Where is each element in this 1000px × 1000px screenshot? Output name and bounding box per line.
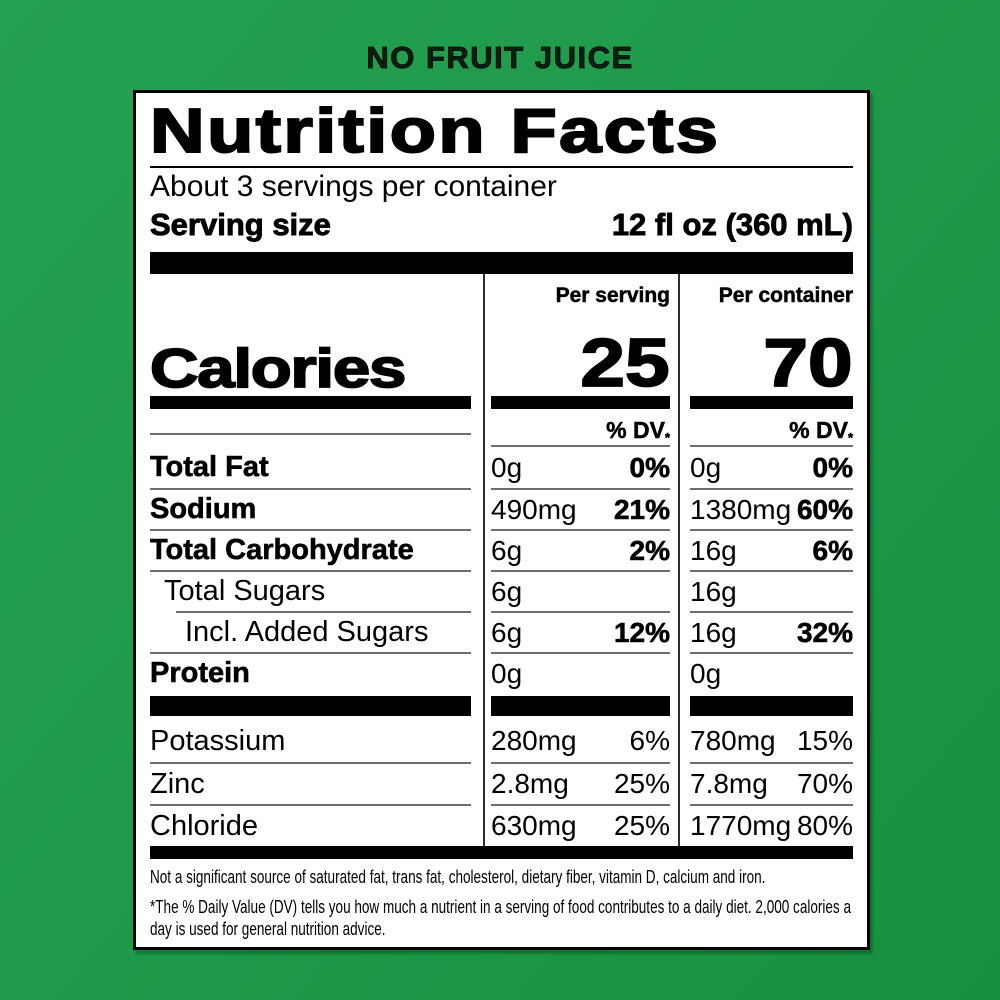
dv-header-spacer [150,410,471,435]
daily-value: 21% [613,493,671,525]
amount: 0g [690,657,722,689]
vertical-divider-serving [483,274,485,846]
row-sodium: Sodium 490mg 21% 1380mg 60% [150,488,853,529]
row-total-fat: Total Fat 0g 0% 0g 0% [150,451,854,484]
nutrition-facts-label: Nutrition Facts About 3 servings per con… [133,90,870,950]
row-added-sugars: Incl. Added Sugars 6g 12% 16g 32% [150,611,853,652]
nutrition-table: Per serving Per container Calories 25 70… [149,274,854,846]
vertical-divider-container [678,274,680,846]
calories-label: Calories [149,336,407,399]
amount: 7.8mg [690,768,768,799]
daily-value: 6% [629,725,670,756]
minerals-divider-row [150,693,853,720]
amount: 630mg [491,810,577,841]
amount: 6g [491,534,523,566]
amount: 6g [491,616,523,648]
minerals-divider-serving [491,696,670,716]
amount: 2.8mg [491,768,569,799]
row-chloride: Chloride 630mg 25% 1770mg 80% [150,804,853,846]
daily-value: 60% [796,493,854,525]
amount: 16g [690,575,737,607]
dv-header-serving: % DV * [491,410,670,447]
header-divider-bar [150,252,853,274]
serving-size-label: Serving size [150,207,332,243]
daily-value: 70% [796,768,853,799]
dv-header-container: % DV * [690,410,853,447]
daily-value: 15% [796,725,853,756]
daily-value: 0% [812,451,853,483]
daily-value: 12% [613,616,671,648]
amount: 1380mg [690,493,792,525]
daily-value-header-row: % DV * % DV * [150,410,853,447]
amount: 0g [690,451,722,483]
calories-per-serving-value: 25 [580,324,671,401]
dv-asterisk: * [847,430,854,445]
daily-value: 32% [796,616,854,648]
amount: 6g [491,575,523,607]
calories-underline-serving [491,396,670,409]
footnote-daily-value: *The % Daily Value (DV) tells you how mu… [150,896,851,940]
daily-value: 2% [629,534,670,566]
column-header-row: Per serving Per container [150,274,853,310]
minerals-divider-container [690,696,853,716]
amount: 0g [491,451,523,483]
serving-size-value: 12 fl oz (360 mL) [611,207,853,243]
calories-underline-left [150,396,471,409]
banner-title: NO FRUIT JUICE [366,40,634,76]
row-protein: Protein 0g 0g [150,652,853,693]
daily-value: 25% [613,810,670,841]
row-zinc: Zinc 2.8mg 25% 7.8mg 70% [150,762,853,804]
minerals-divider-left [150,696,471,716]
daily-value: 0% [629,451,670,483]
nutrition-facts-title: Nutrition Facts [149,97,721,166]
calories-underline-row [150,394,853,410]
column-header-spacer [150,274,471,310]
row-total-sugars: Total Sugars 6g 16g [150,570,853,611]
amount: 490mg [491,493,577,525]
calories-per-container-value: 70 [763,324,854,401]
calories-underline-container [690,396,853,409]
amount: 0g [491,657,523,689]
amount: 1770mg [690,810,792,841]
daily-value: 6% [812,534,853,566]
daily-value: 80% [796,810,853,841]
column-header-per-container: Per container [718,284,854,308]
servings-per-container: About 3 servings per container [150,170,557,203]
dv-asterisk: * [664,430,671,445]
amount: 280mg [491,725,577,756]
serving-size-row: Serving size 12 fl oz (360 mL) [150,205,854,245]
amount: 780mg [690,725,776,756]
calories-row: Calories 25 70 [149,310,854,401]
title-rule [150,166,853,168]
column-header-per-serving: Per serving [555,284,670,308]
row-potassium: Potassium 280mg 6% 780mg 15% [150,724,853,757]
daily-value: 25% [613,768,670,799]
amount: 16g [690,616,737,648]
footer-divider-bar [150,846,853,859]
footnote-not-significant: Not a significant source of saturated fa… [150,867,766,887]
row-total-carbohydrate: Total Carbohydrate 6g 2% 16g 6% [150,529,853,570]
amount: 16g [690,534,737,566]
